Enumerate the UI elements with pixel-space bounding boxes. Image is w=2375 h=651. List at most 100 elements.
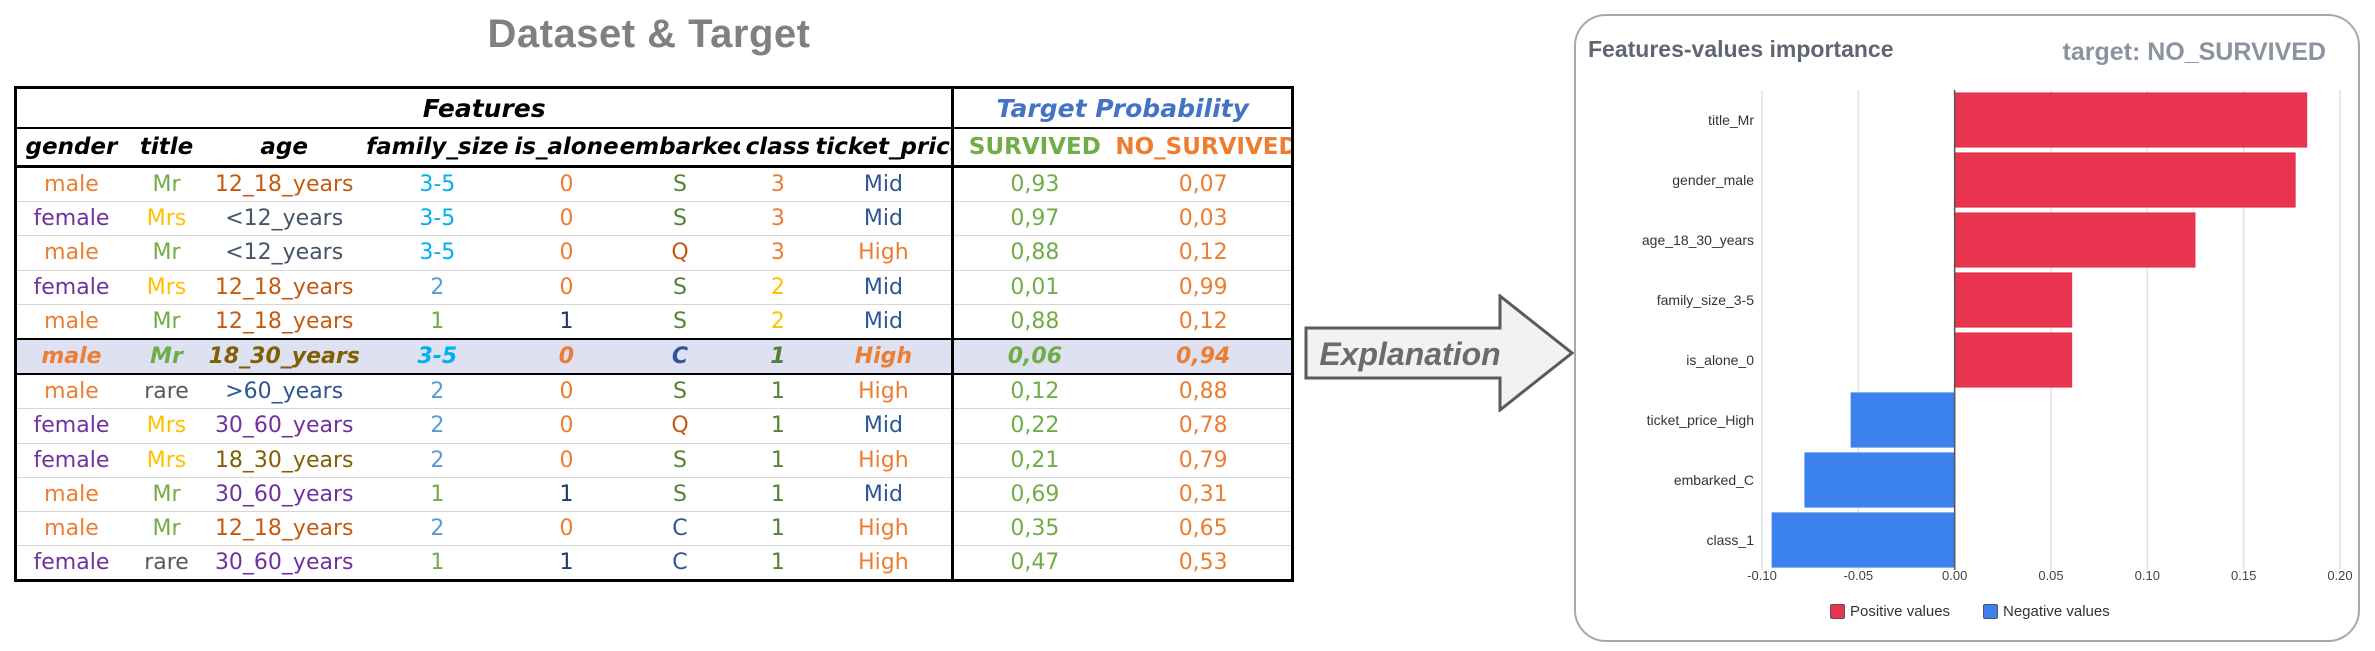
cell-embarked: S xyxy=(619,304,741,340)
cell-age: <12_years xyxy=(207,201,362,237)
cell-no-survived: 0,12 xyxy=(1115,235,1293,271)
bar-ticket-price-high[interactable] xyxy=(1850,392,1955,448)
cell-is-alone: 0 xyxy=(513,443,620,478)
cell-survived: 0,35 xyxy=(951,511,1116,547)
cell-age: 12_18_years xyxy=(207,304,362,340)
cell-family-size: 3-5 xyxy=(361,166,514,203)
cell-gender: male xyxy=(15,304,126,340)
cell-survived: 0,01 xyxy=(951,270,1116,305)
cell-embarked: C xyxy=(619,337,741,376)
x-tick-label: -0.10 xyxy=(1747,568,1777,583)
cell-is-alone: 0 xyxy=(513,408,620,444)
cell-no-survived: 0,31 xyxy=(1115,477,1293,512)
cell-class: 1 xyxy=(740,511,816,547)
target-group-header: Target Probability xyxy=(951,87,1293,129)
cell-age: 12_18_years xyxy=(207,166,362,203)
x-tick-label: 0.15 xyxy=(2231,568,2256,583)
column-header-family-size: family_size xyxy=(361,128,514,168)
cell-class: 3 xyxy=(740,235,816,271)
cell-family-size: 1 xyxy=(361,477,514,512)
cell-no-survived: 0,53 xyxy=(1178,550,1228,576)
cell-embarked: Q xyxy=(619,235,741,271)
cell-is-alone: 1 xyxy=(559,550,574,576)
category-label: is_alone_0 xyxy=(1686,352,1754,368)
cell-gender: female xyxy=(33,550,110,576)
cell-no-survived: 0,78 xyxy=(1115,408,1293,444)
cell-ticket-price: Mid xyxy=(815,166,953,203)
cell-embarked: S xyxy=(619,477,741,512)
x-tick-label: 0.10 xyxy=(2135,568,2160,583)
cell-ticket-price: High xyxy=(815,374,953,410)
explanation-arrow xyxy=(1304,294,1574,412)
legend-item-positive[interactable]: Positive values xyxy=(1830,600,2000,624)
bar-gender-male[interactable] xyxy=(1954,152,2296,208)
cell-survived: 0,12 xyxy=(951,374,1116,410)
cell-no-survived: 0,12 xyxy=(1115,304,1293,340)
cell-gender: male xyxy=(15,511,126,547)
bar-age-18-30-years[interactable] xyxy=(1954,212,2196,268)
cell-family-size: 2 xyxy=(361,443,514,478)
bar-family-size-3-5[interactable] xyxy=(1954,272,2073,328)
table-row: male Mr 12_18_years 3-5 0 S 3 Mid 0,93 0,07 xyxy=(15,166,1293,203)
cell-class: 1 xyxy=(740,477,816,512)
bar-title-mr[interactable] xyxy=(1954,92,2308,148)
bar-class-1[interactable] xyxy=(1771,512,1955,568)
cell-ticket-price: Mid xyxy=(815,477,953,512)
x-tick-label: 0.00 xyxy=(1942,568,1967,583)
cell-age: 30_60_years xyxy=(207,408,362,444)
column-header-title: title xyxy=(125,128,208,168)
explanation-label: Explanation xyxy=(1319,336,1501,372)
column-header-embarked: embarked xyxy=(619,128,741,168)
cell-age: 12_18_years xyxy=(207,511,362,547)
category-label: ticket_price_High xyxy=(1647,412,1754,428)
cell-survived: 0,21 xyxy=(951,443,1116,478)
bar-is-alone-0[interactable] xyxy=(1954,332,2073,388)
cell-ticket-price: High xyxy=(815,443,953,478)
cell-survived: 0,06 xyxy=(951,337,1116,376)
cell-is-alone: 0 xyxy=(513,166,620,203)
table-row: female Mrs 12_18_years 2 0 S 2 Mid 0,01 0,99 xyxy=(15,270,1293,305)
importance-bar-chart: -0.10 -0.05 0.00 0.05 0.10 0.15 0.20 title_Mrge… xyxy=(1642,90,2353,583)
legend-label-negative: Negative values xyxy=(2003,603,2110,620)
cell-age: 18_30_years xyxy=(207,337,362,376)
x-tick-label: -0.05 xyxy=(1844,568,1874,583)
cell-title: Mr xyxy=(125,235,208,271)
table-row: female Mrs <12_years 3-5 0 S 3 Mid 0,97 0,03 xyxy=(15,201,1293,237)
cell-embarked: Q xyxy=(619,408,741,444)
cell-is-alone: 0 xyxy=(513,270,620,305)
table-row: male rare >60_years 2 0 S 1 High 0,12 0,88 xyxy=(15,374,1293,410)
cell-survived: 0,88 xyxy=(951,235,1116,271)
legend-swatch-positive xyxy=(1830,604,1845,619)
column-header-ticket-price: ticket_price xyxy=(815,128,953,168)
table-row: male Mr 12_18_years 1 1 S 2 Mid 0,88 0,12 xyxy=(15,304,1293,340)
cell-title: rare xyxy=(125,374,208,410)
cell-gender: male xyxy=(15,477,126,512)
cell-family-size: 2 xyxy=(361,408,514,444)
cell-family-size: 2 xyxy=(361,270,514,305)
cell-gender: male xyxy=(15,374,126,410)
chart-title: Features-values importance xyxy=(1588,36,1894,62)
cell-class: 3 xyxy=(740,166,816,203)
cell-no-survived: 0,65 xyxy=(1115,511,1293,547)
features-group-header: Features xyxy=(15,87,953,129)
cell-class: 2 xyxy=(740,304,816,340)
cell-title: Mrs xyxy=(125,408,208,444)
cell-gender: male xyxy=(15,235,126,271)
cell-title: Mrs xyxy=(125,270,208,305)
legend-item-negative[interactable]: Negative values xyxy=(1983,600,2153,624)
cell-class: 2 xyxy=(740,270,816,305)
cell-survived: 0,88 xyxy=(951,304,1116,340)
cell-embarked: S xyxy=(619,374,741,410)
cell-gender: male xyxy=(15,166,126,203)
category-label: family_size_3-5 xyxy=(1657,292,1754,308)
cell-survived: 0,47 xyxy=(951,545,1116,581)
cell-is-alone: 0 xyxy=(513,201,620,237)
cell-age: <12_years xyxy=(207,235,362,271)
bar-embarked-c[interactable] xyxy=(1804,452,1955,508)
cell-title: Mr xyxy=(125,337,208,376)
cell-survived: 0,97 xyxy=(951,201,1116,237)
category-label: embarked_C xyxy=(1674,472,1754,488)
cell-class: 1 xyxy=(740,337,816,376)
cell-embarked: S xyxy=(619,201,741,237)
cell-ticket-price: Mid xyxy=(815,270,953,305)
